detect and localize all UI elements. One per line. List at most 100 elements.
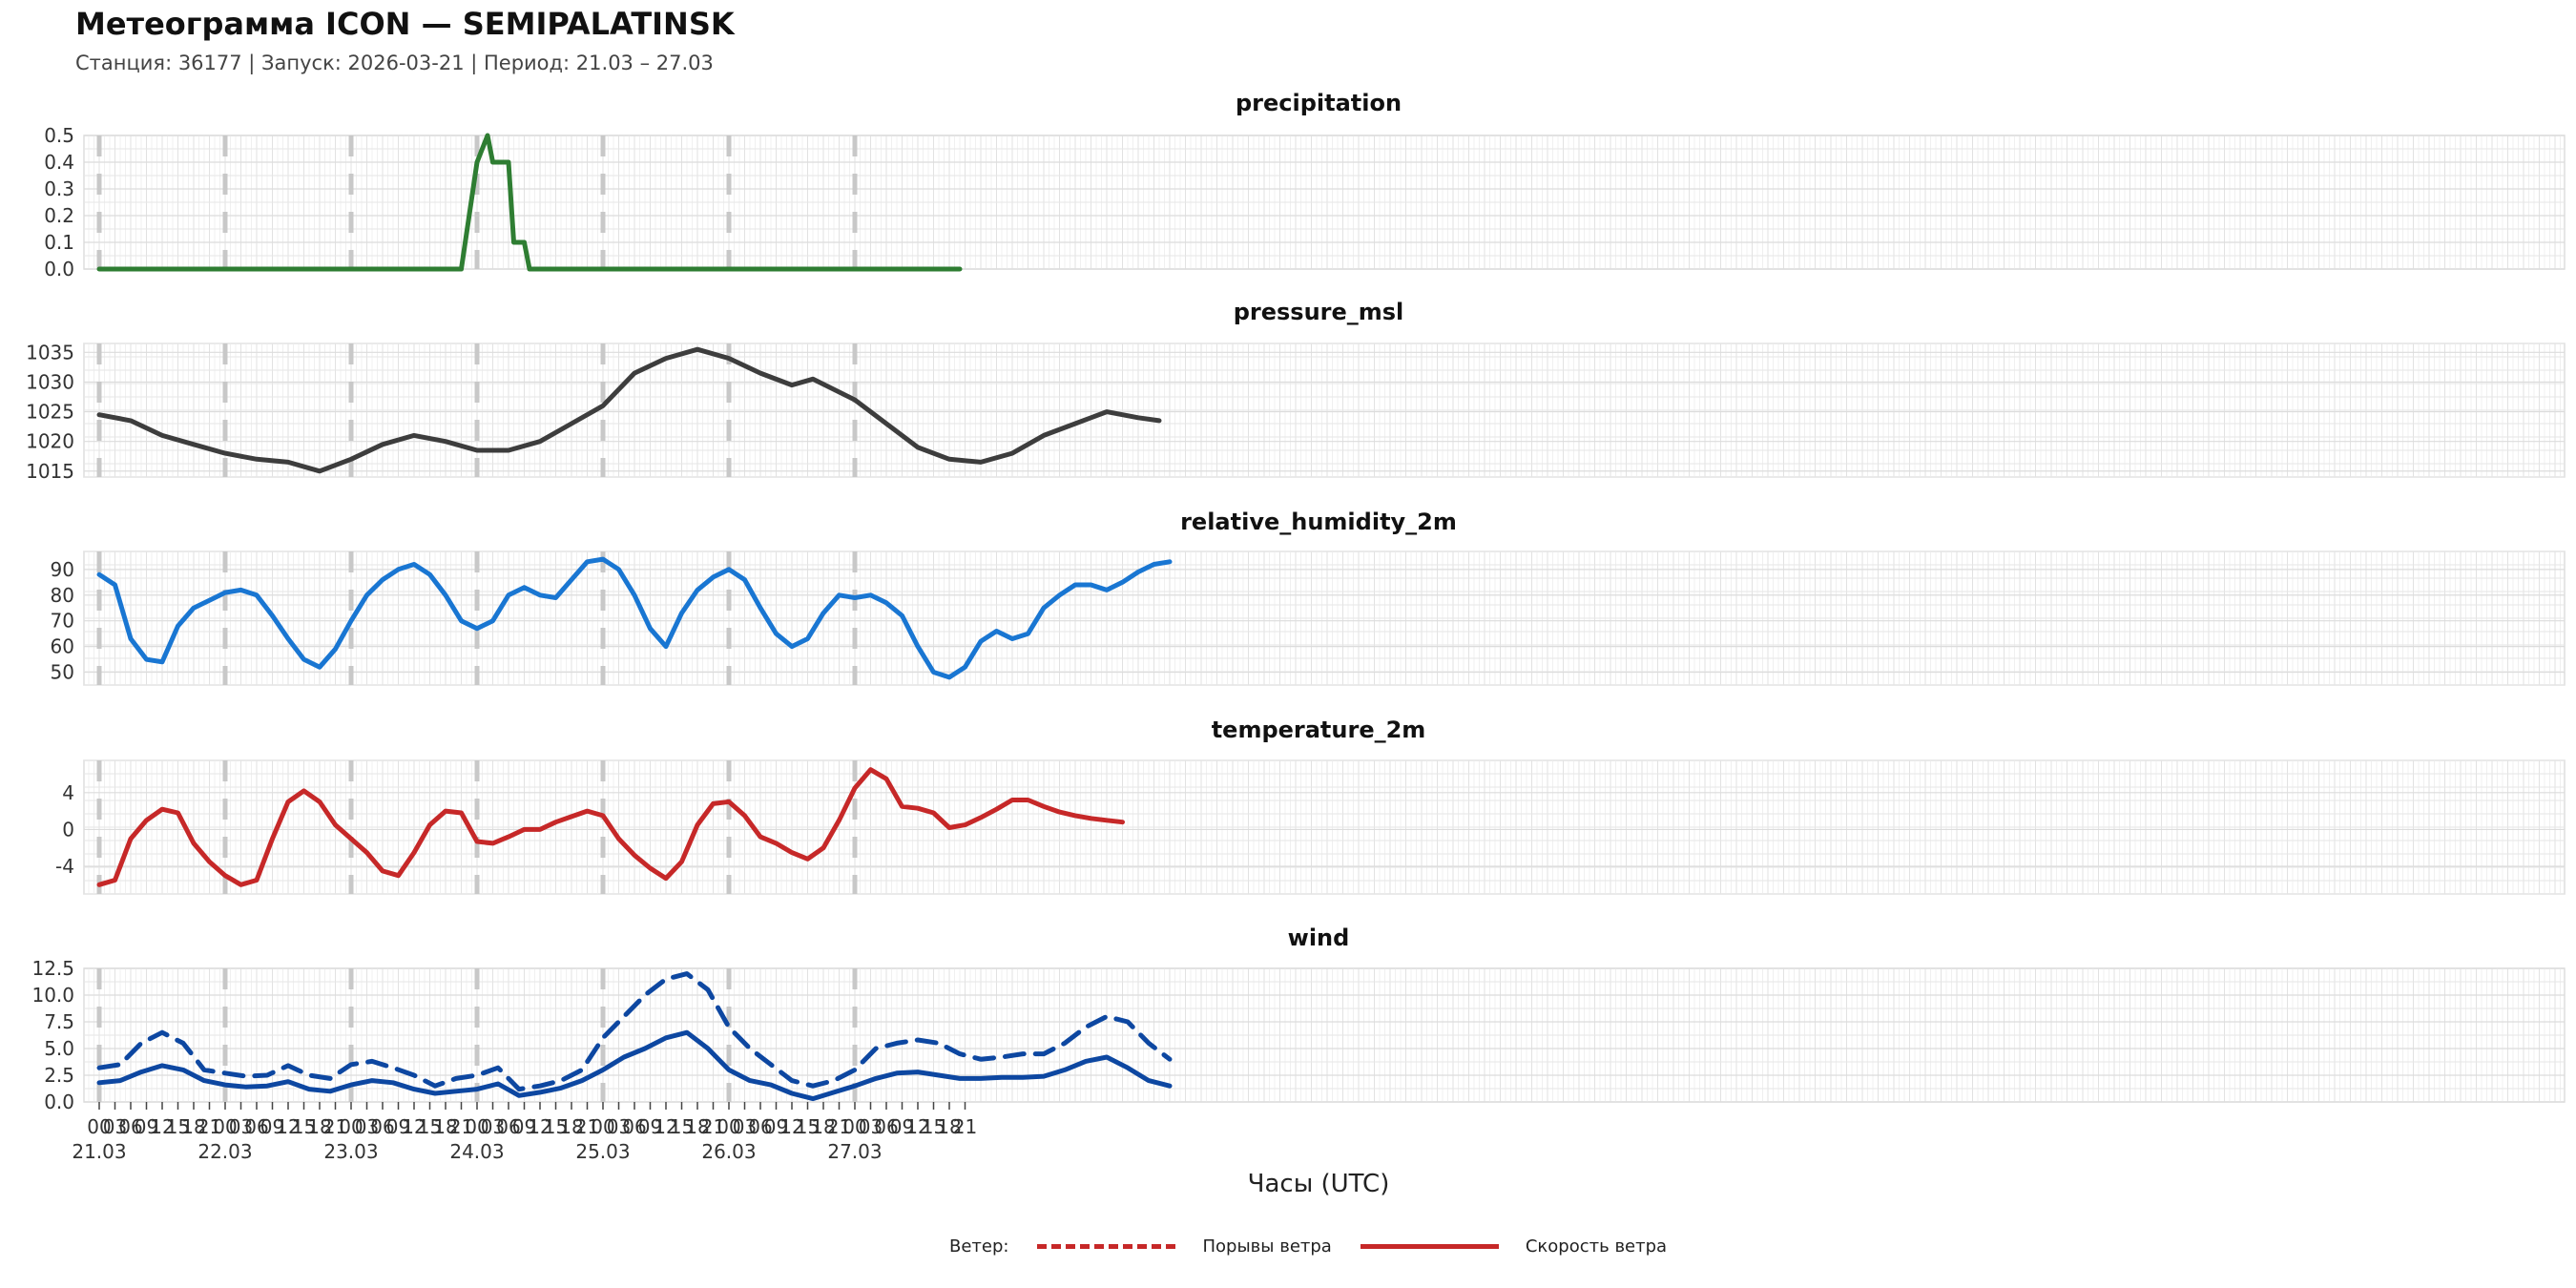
x-tick-label: 12 [150, 1115, 174, 1138]
x-tick-label: 15 [796, 1115, 820, 1138]
x-tick-label: 21 [701, 1115, 725, 1138]
x-tick-label: 03 [859, 1115, 883, 1138]
legend-swatch-speed [1360, 1243, 1499, 1249]
x-tick-label: 00 [842, 1115, 866, 1138]
x-tick-label: 18 [811, 1115, 835, 1138]
y-tick-label: 0.5 [44, 124, 74, 147]
series-line [96, 971, 1173, 1092]
day-label: 24.03 [449, 1140, 504, 1163]
x-tick-label: 15 [544, 1115, 568, 1138]
y-tick-label: 0 [62, 818, 74, 841]
x-tick-label: 09 [386, 1115, 410, 1138]
x-tick-label: 00 [591, 1115, 614, 1138]
y-tick-label: 0.4 [44, 151, 74, 174]
x-tick-label: 03 [229, 1115, 253, 1138]
series-line [96, 346, 1162, 474]
y-tick-label: 60 [51, 635, 74, 658]
x-tick-label: 09 [764, 1115, 788, 1138]
x-tick-label: 06 [874, 1115, 898, 1138]
x-tick-label: 18 [559, 1115, 583, 1138]
x-tick-label: 06 [118, 1115, 142, 1138]
meteogram-charts: precipitation 0.5 0.4 0.3 0.2 0.1 0.0 pressure_… [26, 90, 2566, 1198]
x-tick-label: 12 [528, 1115, 551, 1138]
y-tick-label: 5.0 [44, 1037, 74, 1060]
y-tick-label: 1020 [26, 430, 74, 453]
x-tick-label: 15 [418, 1115, 442, 1138]
x-tick-label: 00 [213, 1115, 237, 1138]
panel-title: relative_humidity_2m [1180, 509, 1457, 535]
x-tick-label: 12 [905, 1115, 929, 1138]
legend-title: Ветер: [949, 1236, 1009, 1257]
x-tick-label: 21 [323, 1115, 347, 1138]
legend: Ветер: Порывы ветра Скорость ветра [0, 1231, 2576, 1261]
y-tick-label: 80 [51, 584, 74, 607]
y-tick-label: 2.5 [44, 1064, 74, 1087]
x-tick-label: 00 [339, 1115, 363, 1138]
legend-label-gusts: Порывы ветра [1202, 1236, 1332, 1257]
x-tick-label: 03 [481, 1115, 505, 1138]
y-tick-label: 1030 [26, 370, 74, 393]
y-tick-label: 0.1 [44, 231, 74, 254]
y-tick-label: 12.5 [31, 957, 74, 980]
x-tick-label: 06 [370, 1115, 394, 1138]
day-label: 25.03 [575, 1140, 630, 1163]
x-tick-label: 03 [733, 1115, 757, 1138]
series-line [96, 556, 1173, 680]
x-tick-label: 15 [166, 1115, 190, 1138]
y-tick-label: 50 [51, 661, 74, 684]
x-tick-label: 15 [292, 1115, 316, 1138]
x-tick-label: 03 [355, 1115, 379, 1138]
series-line [96, 133, 963, 272]
x-tick-label: 06 [496, 1115, 520, 1138]
x-tick-label: 00 [465, 1115, 488, 1138]
x-tick-label: 21 [575, 1115, 599, 1138]
y-tick-label: 0.2 [44, 204, 74, 227]
x-tick-label: 09 [890, 1115, 914, 1138]
x-tick-label: 06 [244, 1115, 268, 1138]
x-tick-label: 18 [433, 1115, 457, 1138]
x-tick-label: 09 [638, 1115, 662, 1138]
x-tick-label: 21 [449, 1115, 473, 1138]
y-tick-label: 90 [51, 558, 74, 581]
x-tick-label: 09 [135, 1115, 158, 1138]
x-axis-label: Часы (UTC) [1248, 1170, 1390, 1198]
panel-title: precipitation [1236, 90, 1402, 116]
x-tick-label: 21 [953, 1115, 977, 1138]
x-tick-label: 06 [748, 1115, 772, 1138]
day-label: 21.03 [72, 1140, 126, 1163]
y-tick-label: 70 [51, 610, 74, 633]
x-tick-label: 18 [181, 1115, 205, 1138]
x-tick-label: 12 [276, 1115, 300, 1138]
y-tick-label: 4 [62, 781, 74, 804]
panel-title: temperature_2m [1212, 717, 1426, 743]
y-tick-label: -4 [55, 855, 74, 878]
day-label: 22.03 [197, 1140, 252, 1163]
x-tick-label: 06 [622, 1115, 646, 1138]
x-tick-label: 15 [670, 1115, 694, 1138]
y-tick-label: 0.0 [44, 258, 74, 280]
page-subtitle: Станция: 36177 | Запуск: 2026-03-21 | Пе… [75, 52, 714, 74]
y-tick-label: 1035 [26, 341, 74, 364]
x-tick-label: 21 [827, 1115, 851, 1138]
panel-title: pressure_msl [1234, 299, 1404, 325]
x-tick-label: 18 [307, 1115, 331, 1138]
day-label: 26.03 [701, 1140, 756, 1163]
x-tick-label: 00 [87, 1115, 111, 1138]
x-tick-label: 18 [685, 1115, 709, 1138]
x-tick-label: 00 [717, 1115, 740, 1138]
x-tick-label: 12 [779, 1115, 803, 1138]
y-tick-label: 0.0 [44, 1091, 74, 1113]
x-tick-label: 15 [922, 1115, 945, 1138]
x-tick-label: 21 [197, 1115, 221, 1138]
y-tick-label: 0.3 [44, 177, 74, 200]
x-tick-label: 12 [654, 1115, 677, 1138]
x-tick-label: 09 [512, 1115, 536, 1138]
x-tick-label: 12 [402, 1115, 426, 1138]
x-tick-label: 18 [937, 1115, 961, 1138]
y-tick-label: 7.5 [44, 1010, 74, 1033]
legend-swatch-gusts [1037, 1243, 1176, 1249]
x-tick-label: 03 [607, 1115, 631, 1138]
series-line [96, 767, 1125, 887]
y-tick-label: 10.0 [31, 984, 74, 1007]
day-label: 23.03 [323, 1140, 378, 1163]
